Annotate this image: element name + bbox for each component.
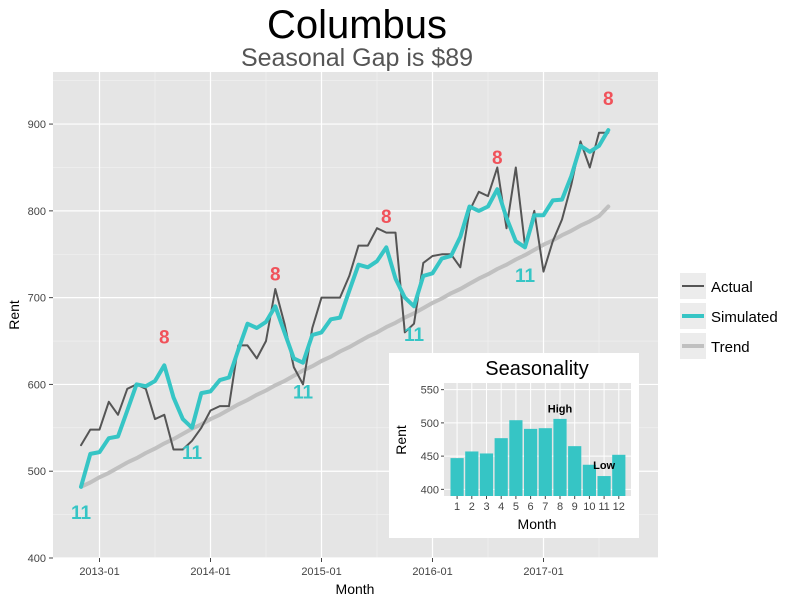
inset-x-tick-label: 11 [598, 501, 609, 513]
seasonality-bar [524, 428, 538, 496]
inset-annotation: Low [593, 460, 615, 472]
y-tick-label: 500 [28, 466, 46, 478]
inset-x-axis: 1 2 3 4 5 6 7 8 9 10 11 12 [454, 496, 625, 513]
inset-annotation: High [548, 403, 573, 415]
x-tick-label: 2017-01 [523, 566, 563, 578]
inset-y-tick-label: 400 [421, 484, 439, 496]
inset-bars [450, 418, 626, 496]
inset-annotations: High Low [548, 403, 616, 472]
main-x-axis-label: Month [336, 581, 375, 597]
season-annotation: 11 [404, 325, 425, 346]
legend-label-trend: Trend [711, 339, 750, 356]
main-annotations: 11 8 11 8 11 8 11 8 11 8 [71, 89, 614, 524]
season-annotation: 8 [159, 328, 170, 349]
main-x-axis: 2013-01 2014-01 2015-01 2016-01 2017-01 [79, 558, 564, 578]
inset-x-tick-label: 6 [528, 501, 534, 513]
seasonality-bar [450, 458, 464, 496]
season-annotation: 11 [293, 382, 314, 403]
inset-x-tick-label: 3 [483, 501, 489, 513]
inset-x-tick-label: 5 [513, 501, 519, 513]
legend: Actual Simulated Trend [680, 273, 778, 359]
inset-y-axis: 400 450 500 550 [421, 385, 444, 496]
inset-y-axis-label: Rent [393, 425, 409, 455]
y-tick-label: 900 [28, 119, 46, 131]
season-annotation: 11 [71, 503, 92, 524]
x-tick-label: 2015-01 [301, 566, 341, 578]
inset-x-tick-label: 9 [572, 501, 578, 513]
inset-x-tick-label: 7 [542, 501, 548, 513]
legend-label-simulated: Simulated [711, 309, 778, 326]
actual-series-line [80, 131, 610, 451]
main-series-lines [79, 128, 611, 489]
inset-x-tick-label: 8 [557, 501, 563, 513]
x-tick-label: 2016-01 [412, 566, 452, 578]
seasonality-bar [568, 446, 582, 496]
seasonality-bar [597, 476, 611, 496]
chart-subtitle: Seasonal Gap is $89 [241, 44, 473, 72]
simulated-series-line [79, 128, 611, 489]
seasonality-bar [509, 420, 523, 496]
inset-y-tick-label: 500 [421, 418, 439, 430]
seasonality-bar [553, 418, 567, 496]
y-tick-label: 600 [28, 379, 46, 391]
inset-x-tick-label: 2 [469, 501, 475, 513]
season-annotation: 8 [603, 89, 614, 110]
seasonality-bar [465, 451, 479, 496]
main-y-axis-label: Rent [6, 300, 22, 330]
x-tick-label: 2013-01 [79, 566, 119, 578]
chart-title: Columbus [267, 3, 447, 47]
seasonality-bar [538, 428, 552, 496]
legend-label-actual: Actual [711, 279, 753, 296]
season-annotation: 8 [270, 264, 281, 285]
inset-x-axis-label: Month [518, 516, 557, 532]
season-annotation: 8 [492, 148, 503, 169]
main-y-axis: 400 500 600 700 800 900 [28, 119, 53, 565]
seasonality-bar [479, 453, 494, 496]
inset-x-tick-label: 10 [583, 501, 595, 513]
inset-y-tick-label: 450 [421, 451, 439, 463]
inset-x-tick-label: 1 [454, 501, 460, 513]
seasonality-bar [494, 438, 508, 496]
inset-x-tick-label: 12 [613, 501, 625, 513]
y-tick-label: 400 [28, 553, 46, 565]
season-annotation: 11 [515, 266, 536, 287]
season-annotation: 8 [381, 207, 392, 228]
y-tick-label: 700 [28, 293, 46, 305]
inset-y-tick-label: 550 [421, 385, 439, 397]
seasonality-bar [582, 464, 596, 496]
y-tick-label: 800 [28, 206, 46, 218]
inset-x-tick-label: 4 [498, 501, 504, 513]
seasonality-bar [612, 454, 626, 496]
x-tick-label: 2014-01 [190, 566, 230, 578]
season-annotation: 11 [182, 443, 203, 464]
trend-series-line [79, 204, 611, 489]
inset-title: Seasonality [485, 358, 588, 380]
